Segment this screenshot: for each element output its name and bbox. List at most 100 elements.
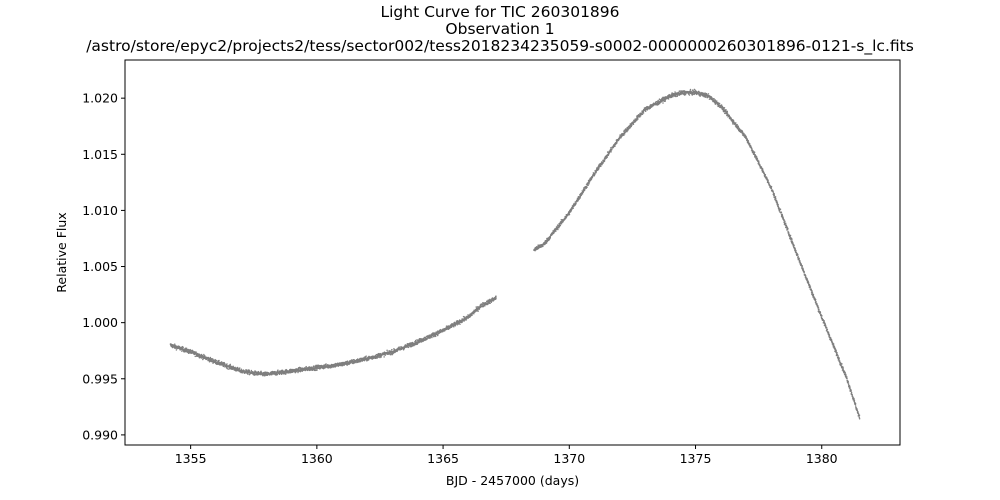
data-point [281,369,284,372]
data-point [181,350,183,352]
data-point [441,330,444,333]
data-point [753,151,756,153]
data-point [461,321,463,323]
data-point [431,336,433,339]
data-point [718,102,721,105]
data-points [169,88,861,420]
data-point [836,352,838,354]
data-point [558,226,560,229]
data-point [603,160,606,162]
data-point [847,380,849,382]
data-point [463,319,466,322]
data-point [748,142,751,145]
data-point [407,346,410,349]
data-point [534,249,536,252]
data-point [720,104,723,106]
data-point [377,356,379,358]
data-point [626,130,628,133]
data-point [484,305,486,307]
data-point [583,188,586,191]
data-point [234,366,236,369]
data-point [209,356,212,359]
data-point [456,324,459,326]
data-point [774,197,777,200]
data-point [846,376,848,378]
data-point [312,365,315,367]
data-point [587,184,589,186]
data-point [572,207,574,209]
data-point [853,397,855,400]
data-point [823,320,826,322]
data-point [735,122,737,124]
data-point [780,211,783,214]
data-point [542,245,544,248]
data-point [815,300,817,303]
data-point [575,203,577,205]
x-tick-label: 1370 [553,451,585,466]
data-point [325,363,327,365]
data-point [637,118,639,120]
data-point [846,377,848,380]
data-point [623,134,625,137]
data-point [388,350,390,352]
data-point [623,133,626,135]
data-point [380,356,382,358]
data-point [782,217,785,219]
data-point [847,382,850,384]
data-point [736,123,738,126]
data-point [627,129,629,132]
data-point [758,162,760,164]
data-point [602,162,604,164]
data-point [495,297,497,299]
data-point [356,358,359,360]
data-point [743,132,745,135]
data-point [811,290,813,292]
data-point [689,88,692,91]
data-point [789,234,792,237]
y-tick-label: 1.020 [82,91,118,106]
data-point [420,341,423,343]
data-point [675,95,677,98]
y-tick-label: 1.005 [82,259,118,274]
data-point [295,370,298,373]
chart-subtitle: Observation 1 [445,20,555,38]
data-point [631,124,633,126]
data-point [612,146,615,149]
data-point [770,187,773,190]
data-point [434,335,437,338]
data-point [471,314,473,316]
chart-title: Light Curve for TIC 260301896 [380,3,620,21]
data-point [453,325,455,328]
data-point [203,353,205,356]
data-point [785,224,788,226]
data-point [616,142,618,144]
data-point [850,391,853,394]
data-point [598,167,600,169]
data-point [559,224,562,227]
data-point [641,113,644,115]
data-point [853,399,856,401]
data-point [662,102,664,104]
plot-frame [124,59,901,446]
data-point [586,186,588,188]
data-point [854,402,857,405]
data-point [784,220,786,222]
data-point [821,315,823,317]
data-point [624,131,627,133]
data-point [226,363,228,365]
data-point [793,244,795,246]
data-point [827,331,830,334]
data-point [477,308,479,311]
data-point [588,183,590,185]
data-point [767,179,769,181]
x-tick-label: 1380 [806,451,838,466]
data-point [642,112,645,114]
data-point [194,355,196,358]
data-point [804,275,807,277]
data-point [236,366,239,369]
data-point [833,345,836,348]
data-point [802,267,804,270]
data-point [786,229,789,231]
data-point [184,347,187,349]
